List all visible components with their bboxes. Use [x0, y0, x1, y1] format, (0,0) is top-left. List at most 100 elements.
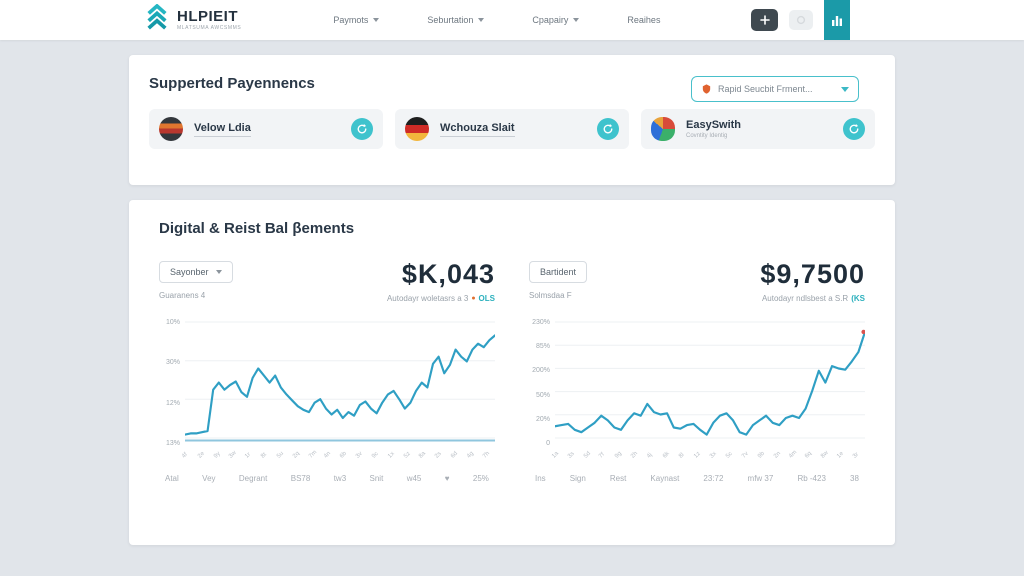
digital-payments-title: Digital & Reist Bal βements: [159, 220, 355, 237]
payment-method-card-2[interactable]: Wchouza Slait: [395, 109, 629, 149]
x-tick-label: 8a: [418, 450, 428, 460]
period-dropdown-label: Bartident: [540, 267, 577, 277]
y-tick-label: 20%: [535, 415, 550, 423]
x-tick-label: 7v: [740, 450, 750, 460]
x-tick-label: 1e: [835, 450, 845, 460]
x-tick-label: 3s: [566, 450, 576, 460]
x-tick-label: 7h: [481, 450, 491, 460]
logo[interactable]: HLPIEIT MLATSUMA AWCSMMS: [145, 3, 242, 37]
main-nav: Paymots Seburtation Cpapairy Reaihes: [333, 15, 660, 25]
x-tick-label: 2q: [291, 450, 301, 460]
footer-stat: Ins: [535, 474, 546, 483]
chevron-down-icon: [478, 18, 485, 22]
period-dropdown-label: Sayonber: [170, 267, 209, 277]
payment-filter-label: Rapid Seucbit Frment...: [718, 84, 813, 94]
footer-stat: tw3: [333, 474, 347, 483]
y-tick-label: 30%: [165, 359, 180, 367]
x-tick-label: 6b: [339, 450, 349, 460]
y-tick-label: 13%: [165, 439, 180, 447]
x-tick-label: 5c: [725, 450, 734, 460]
bar-columns-icon: [832, 15, 842, 26]
logo-subtitle: MLATSUMA AWCSMMS: [177, 25, 242, 32]
footer-stat: 38: [850, 474, 859, 483]
refresh-button[interactable]: [351, 118, 373, 140]
line-chart-svg: [555, 321, 865, 439]
x-tick-label: 9b: [756, 450, 766, 460]
germany-flag-icon: [405, 117, 429, 141]
x-tick-label: 4g: [465, 450, 475, 460]
x-tick-label: 2e: [196, 450, 206, 460]
refresh-button[interactable]: [597, 118, 619, 140]
footer-stat: Sign: [569, 474, 586, 483]
footer-stat: Vey: [202, 474, 216, 483]
chevron-down-icon: [841, 86, 849, 92]
nav-item-payments[interactable]: Paymots: [333, 15, 380, 25]
chevron-down-icon: [573, 18, 580, 22]
x-tick-label: 1r: [244, 451, 253, 460]
shield-icon: [702, 84, 711, 94]
payment-filter-dropdown[interactable]: Rapid Seucbit Frment...: [691, 76, 859, 102]
x-tick-label: 5d: [582, 450, 592, 460]
logo-title: HLPIEIT: [177, 7, 239, 25]
payment-method-sublabel: Covntity Identig: [686, 133, 728, 139]
supported-payments-title: Supperted Payennencs: [149, 75, 315, 92]
plot-area[interactable]: [185, 319, 495, 447]
secondary-button[interactable]: [789, 10, 813, 30]
refresh-button[interactable]: [843, 118, 865, 140]
x-tick-label: 4j: [645, 452, 654, 460]
value-subtext-accent: (KS: [851, 294, 865, 303]
payment-methods-row: Velow Ldia Wchouza Slait: [149, 109, 875, 149]
refresh-icon: [849, 124, 859, 134]
x-tick-label: 3w: [228, 449, 239, 460]
period-dropdown[interactable]: Bartident: [529, 261, 588, 283]
nav-item-company[interactable]: Cpapairy: [532, 15, 580, 25]
multicolor-logo-icon: [651, 117, 675, 141]
add-button[interactable]: [751, 9, 778, 31]
payment-method-card-3[interactable]: EasySwith Covntity Identig: [641, 109, 875, 149]
nav-label: Reaihes: [627, 15, 661, 25]
nav-label: Paymots: [333, 15, 369, 25]
x-tick-label: 9c: [370, 450, 380, 460]
x-tick-label: 6d: [450, 450, 460, 460]
logo-tree-icon: [145, 3, 169, 37]
panel-subtext: Solmsdaa F: [529, 291, 572, 300]
x-tick-label: 4m: [788, 449, 799, 460]
line-chart-svg: [185, 321, 495, 442]
nav-item-resources[interactable]: Reaihes: [627, 15, 660, 25]
plot-area[interactable]: [555, 319, 865, 447]
footer-stat: Kaynast: [650, 474, 680, 483]
x-tick-label: 6q: [804, 450, 814, 460]
footer-stat: Atal: [165, 474, 179, 483]
x-tick-label: 4n: [323, 450, 333, 460]
value-subtext: Autodayr ndlsbest a S.R: [761, 294, 849, 303]
period-dropdown[interactable]: Sayonber: [159, 261, 233, 283]
x-tick-label: 3v: [355, 450, 364, 460]
digital-payments-card: Digital & Reist Bal βements Sayonber Gua…: [129, 200, 895, 545]
menu-button[interactable]: [824, 0, 850, 40]
x-tick-label: 5z: [402, 450, 412, 460]
payment-method-label: EasySwith: [686, 119, 742, 131]
chart-panels: Sayonber Guaranens 4 $K,043 Autodayr wol…: [159, 261, 865, 483]
y-tick-label: 10%: [165, 319, 180, 326]
refresh-icon: [603, 124, 613, 134]
nav-item-solutions[interactable]: Seburtation: [427, 15, 485, 25]
value-subtext-accent: OLS: [478, 294, 495, 303]
x-tick-label: 8l: [677, 452, 686, 460]
nav-label: Cpapairy: [532, 15, 569, 25]
payment-method-card-1[interactable]: Velow Ldia: [149, 109, 383, 149]
chart-footer-stats: Ins Sign Rest Kaynast 23:72 mfw 37 Rb -423 38: [529, 474, 865, 483]
flag-icon: [159, 117, 183, 141]
line-chart-right: 230% 85% 200% 50% 20% 0: [529, 319, 865, 447]
footer-stat: ♥: [444, 474, 450, 483]
footer-stat: Rest: [609, 474, 627, 483]
x-tick-label: 7m: [307, 449, 318, 460]
line-chart-left: 10% 30% 12% 13%: [159, 319, 495, 447]
x-tick-label: 8w: [820, 449, 830, 460]
x-tick-label: 6k: [661, 450, 671, 460]
plus-icon: [759, 15, 770, 25]
y-tick-label: 200%: [532, 367, 550, 375]
panel-subtext: Guaranens 4: [159, 291, 206, 300]
chart-panel-right: Bartident Solmsdaa F $9,7500 Autodayr nd…: [529, 261, 865, 483]
x-tick-label: 4f: [181, 451, 189, 460]
y-tick-label: 50%: [535, 391, 550, 399]
